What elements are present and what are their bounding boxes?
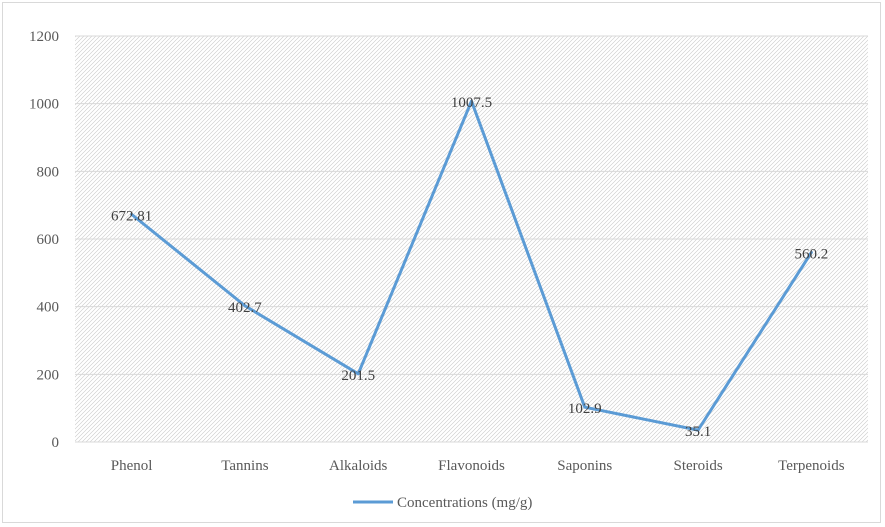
data-label: 560.2 xyxy=(794,246,828,262)
y-tick-label: 1200 xyxy=(29,29,59,45)
series-group xyxy=(130,99,813,432)
data-label: 102.9 xyxy=(568,401,602,417)
x-tick-label: Alkaloids xyxy=(329,458,387,474)
data-label: 201.5 xyxy=(341,368,375,384)
data-label: 35.1 xyxy=(685,424,711,440)
x-tick-label: Terpenoids xyxy=(778,458,845,474)
y-tick-label: 600 xyxy=(37,232,60,248)
y-tick-label: 800 xyxy=(37,164,60,180)
y-axis: 0 200 400 600 800 1000 1200 xyxy=(29,29,59,451)
x-tick-label: Flavonoids xyxy=(438,458,505,474)
x-axis: Phenol Tannins Alkaloids Flavonoids Saponins… xyxy=(111,458,845,474)
legend: Concentrations (mg/g) xyxy=(353,495,532,511)
data-labels: 672.81 402.7 201.5 1007.5 102.9 35.1 560.2 xyxy=(111,95,828,440)
y-tick-label: 1000 xyxy=(29,97,59,113)
x-tick-label: Phenol xyxy=(111,458,153,474)
x-tick-label: Steroids xyxy=(673,458,722,474)
y-tick-label: 200 xyxy=(37,367,60,383)
data-label: 672.81 xyxy=(111,208,152,224)
y-tick-label: 400 xyxy=(37,300,60,316)
x-tick-label: Tannins xyxy=(221,458,268,474)
legend-label: Concentrations (mg/g) xyxy=(397,495,532,511)
data-label: 402.7 xyxy=(228,300,262,316)
x-tick-label: Saponins xyxy=(557,458,612,474)
y-tick-label: 0 xyxy=(52,435,60,451)
data-label: 1007.5 xyxy=(451,95,492,111)
